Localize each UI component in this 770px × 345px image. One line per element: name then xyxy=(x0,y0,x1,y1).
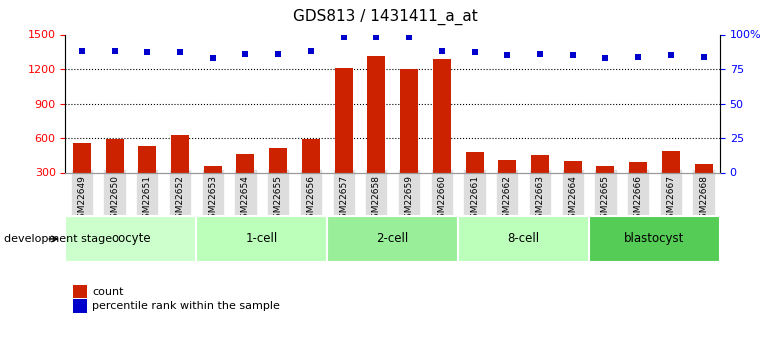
Point xyxy=(305,48,317,54)
Point xyxy=(403,34,415,40)
Bar xyxy=(73,299,87,313)
Bar xyxy=(589,216,720,262)
Text: 1-cell: 1-cell xyxy=(246,233,278,245)
Bar xyxy=(327,216,458,262)
Point xyxy=(206,55,219,61)
Bar xyxy=(65,216,196,262)
Bar xyxy=(236,154,254,207)
Bar xyxy=(73,285,87,298)
Text: 8-cell: 8-cell xyxy=(507,233,540,245)
Point xyxy=(599,55,611,61)
Bar xyxy=(302,139,320,207)
Point xyxy=(665,52,677,58)
Text: blastocyst: blastocyst xyxy=(624,233,685,245)
Text: percentile rank within the sample: percentile rank within the sample xyxy=(92,302,280,311)
Text: 2-cell: 2-cell xyxy=(377,233,409,245)
Point xyxy=(141,50,153,55)
Point xyxy=(337,34,350,40)
Bar xyxy=(105,139,123,207)
Bar xyxy=(270,148,287,207)
Bar xyxy=(458,216,589,262)
Point xyxy=(109,48,121,54)
Bar xyxy=(171,135,189,207)
Point xyxy=(174,50,186,55)
Point xyxy=(272,51,284,57)
Bar xyxy=(498,160,516,207)
Text: oocyte: oocyte xyxy=(111,233,151,245)
Point xyxy=(567,52,579,58)
Bar xyxy=(531,155,549,207)
Bar xyxy=(335,68,353,207)
Point xyxy=(632,54,644,59)
Bar xyxy=(597,166,614,207)
Bar xyxy=(662,151,680,207)
Bar xyxy=(629,162,647,207)
Point xyxy=(698,54,710,59)
Point xyxy=(468,50,480,55)
Bar xyxy=(139,146,156,207)
Bar xyxy=(400,69,418,207)
Point xyxy=(239,51,252,57)
Point xyxy=(75,48,88,54)
Point xyxy=(436,48,448,54)
Point xyxy=(370,34,383,40)
Bar xyxy=(564,161,581,207)
Bar xyxy=(433,59,450,207)
Bar xyxy=(466,152,484,207)
Bar xyxy=(73,142,91,207)
Bar xyxy=(367,56,385,207)
Text: development stage: development stage xyxy=(4,234,112,244)
Bar xyxy=(695,165,712,207)
Bar xyxy=(204,166,222,207)
Point xyxy=(501,52,514,58)
Bar xyxy=(196,216,327,262)
Point xyxy=(534,51,546,57)
Text: count: count xyxy=(92,287,124,296)
Text: GDS813 / 1431411_a_at: GDS813 / 1431411_a_at xyxy=(293,9,477,25)
